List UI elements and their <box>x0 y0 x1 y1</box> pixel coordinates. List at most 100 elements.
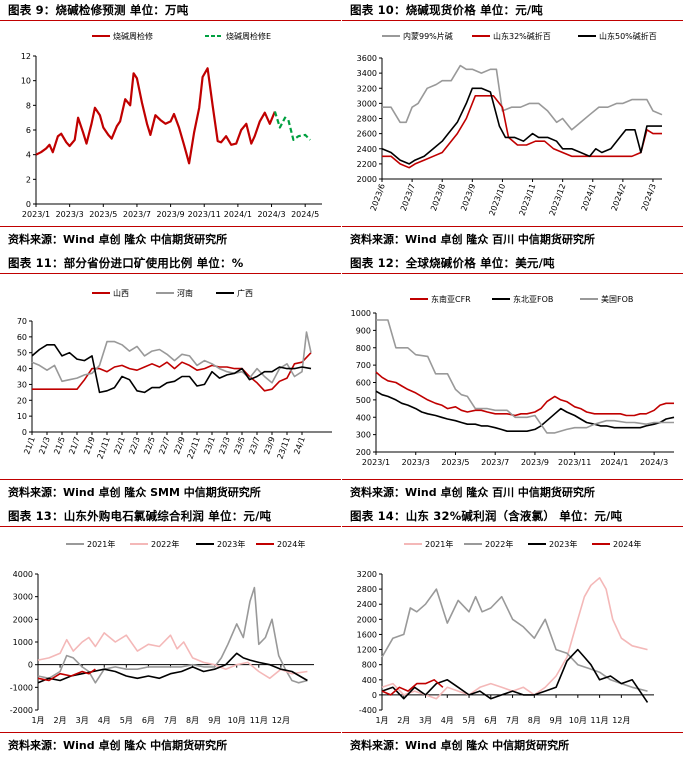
y-tick-label: -1000 <box>10 683 33 692</box>
x-tick-label: 9月 <box>208 716 221 725</box>
y-tick-label: 2000 <box>13 615 33 624</box>
x-tick-label: 12月 <box>272 716 290 725</box>
y-tick-label: 3200 <box>357 84 377 93</box>
y-tick-label: 3000 <box>13 593 33 602</box>
y-tick-label: 1000 <box>351 309 371 318</box>
x-tick-label: 21/7 <box>67 436 82 456</box>
y-tick-label: 3600 <box>357 54 377 63</box>
chart-source: 资料来源：Wind 卓创 隆众 中信期货研究所 <box>0 226 341 247</box>
x-tick-label: 22/11 <box>186 436 202 461</box>
x-tick-label: 5月 <box>462 716 475 725</box>
x-tick-label: 2023/10 <box>487 183 507 217</box>
chart-panel-10: 图表 10：烧碱现货价格 单位：元/吨 2000 2200 2400 2600 2800… <box>342 0 683 253</box>
series-line <box>381 576 648 700</box>
y-tick-label: 0 <box>28 661 33 670</box>
x-tick-label: 22/9 <box>172 436 187 456</box>
legend-label: 烧碱周检修E <box>226 31 271 41</box>
x-tick-label: 2023/7 <box>399 183 417 213</box>
y-tick-label: 50 <box>17 349 27 358</box>
y-tick-label: 1000 <box>13 638 33 647</box>
y-tick-label: 40 <box>17 365 27 374</box>
y-tick-label: 200 <box>356 448 371 457</box>
x-tick-label: 1月 <box>31 716 44 725</box>
chart-panel-11: 图表 11：部分省份进口矿使用比例 单位：% 0 10 20 30 40 50 60 70 21… <box>0 253 341 506</box>
chart-svg: 200 300 400 500 600 700 800 900 1000 2023/1 2023/3… <box>351 294 675 467</box>
series-line <box>273 111 311 142</box>
y-tick-label: 0 <box>22 428 27 437</box>
series-line <box>381 87 662 165</box>
x-tick-label: 23/5 <box>232 436 247 456</box>
legend-label: 2024年 <box>613 539 641 549</box>
y-tick-label: 2400 <box>357 600 377 609</box>
y-tick-label: 2400 <box>357 145 377 154</box>
legend-label: 2022年 <box>485 539 513 549</box>
y-tick-label: 8 <box>26 101 31 110</box>
x-tick-label: 2月 <box>397 716 410 725</box>
y-tick-label: 2200 <box>357 160 377 169</box>
series-line <box>37 668 96 682</box>
legend-label: 烧碱周检修 <box>113 31 153 41</box>
chart-svg: -2000 -1000 0 1000 2000 3000 4000 1月 2月 3月 4月 5月 6月 7… <box>10 539 314 725</box>
series-line <box>376 319 674 434</box>
y-tick-label: 400 <box>362 676 377 685</box>
x-tick-label: 11月 <box>591 716 609 725</box>
series-line <box>381 588 648 692</box>
x-tick-label: 2023/3 <box>402 458 430 467</box>
legend-label: 广西 <box>237 288 253 298</box>
series-line <box>35 67 276 165</box>
x-tick-label: 2023/5 <box>89 210 117 219</box>
y-tick-label: 400 <box>356 413 371 422</box>
y-tick-label: 500 <box>356 396 371 405</box>
x-tick-label: 2023/8 <box>429 183 447 213</box>
y-tick-label: 300 <box>356 431 371 440</box>
y-tick-label: 600 <box>356 379 371 388</box>
x-tick-label: 2023/11 <box>558 458 591 467</box>
y-tick-label: 3000 <box>357 99 377 108</box>
chart-source: 资料来源：Wind 卓创 隆众 中信期货研究所 <box>0 732 341 753</box>
y-tick-label: 30 <box>17 380 27 389</box>
legend-label: 内蒙99%片碱 <box>403 31 453 41</box>
x-tick-label: 23/1 <box>202 436 217 456</box>
x-tick-label: 2023/6 <box>369 183 387 213</box>
x-tick-label: 6月 <box>484 716 497 725</box>
series-line <box>31 344 312 394</box>
x-tick-label: 4月 <box>441 716 454 725</box>
chart-title: 图表 10：烧碱现货价格 单位：元/吨 <box>342 2 683 21</box>
x-tick-label: 2023/11 <box>188 210 221 219</box>
y-tick-label: 0 <box>372 691 377 700</box>
chart-source: 资料来源：Wind 卓创 隆众 百川 中信期货研究所 <box>342 479 683 500</box>
y-tick-label: 700 <box>356 361 371 370</box>
legend-label: 东北亚FOB <box>513 294 553 304</box>
x-tick-label: 7月 <box>506 716 519 725</box>
chart-panel-14: 图表 14：山东 32%碱利润（含液氯） 单位：元/吨 -400 0 400 800 1… <box>342 506 683 759</box>
x-tick-label: 5月 <box>120 716 133 725</box>
x-tick-label: 23/7 <box>247 436 262 456</box>
chart-title: 图表 12：全球烧碱价格 单位：美元/吨 <box>342 255 683 274</box>
y-tick-label: 1200 <box>357 646 377 655</box>
x-tick-label: 21/9 <box>82 436 97 456</box>
legend-label: 河南 <box>177 288 193 298</box>
x-tick-label: 2月 <box>54 716 67 725</box>
legend-label: 东南亚CFR <box>431 294 471 304</box>
x-tick-label: 1月 <box>375 716 388 725</box>
x-tick-label: 23/3 <box>217 436 232 456</box>
y-tick-label: 2800 <box>357 585 377 594</box>
x-tick-label: 2024/2 <box>610 183 628 213</box>
x-tick-label: 9月 <box>550 716 563 725</box>
x-tick-label: 2023/5 <box>441 458 469 467</box>
chart-source: 资料来源：Wind 卓创 隆众 SMM 中信期货研究所 <box>0 479 341 500</box>
y-tick-label: -400 <box>359 706 377 715</box>
x-tick-label: 11月 <box>250 716 268 725</box>
series-line <box>382 64 663 131</box>
x-tick-label: 2023/1 <box>22 210 50 219</box>
x-tick-label: 2023/7 <box>481 458 509 467</box>
chart-svg: -400 0 400 800 1200 1600 2000 2400 2800 3200 1月 2月 3… <box>357 539 654 725</box>
x-tick-label: 8月 <box>186 716 199 725</box>
legend-label: 山西 <box>113 288 129 298</box>
series-line <box>37 632 308 680</box>
legend-label: 2021年 <box>425 539 453 549</box>
legend-label: 2023年 <box>217 539 245 549</box>
chart-svg: 2000 2200 2400 2600 2800 3000 3200 3400 3600 2023… <box>357 31 663 217</box>
x-tick-label: 2023/7 <box>123 210 151 219</box>
